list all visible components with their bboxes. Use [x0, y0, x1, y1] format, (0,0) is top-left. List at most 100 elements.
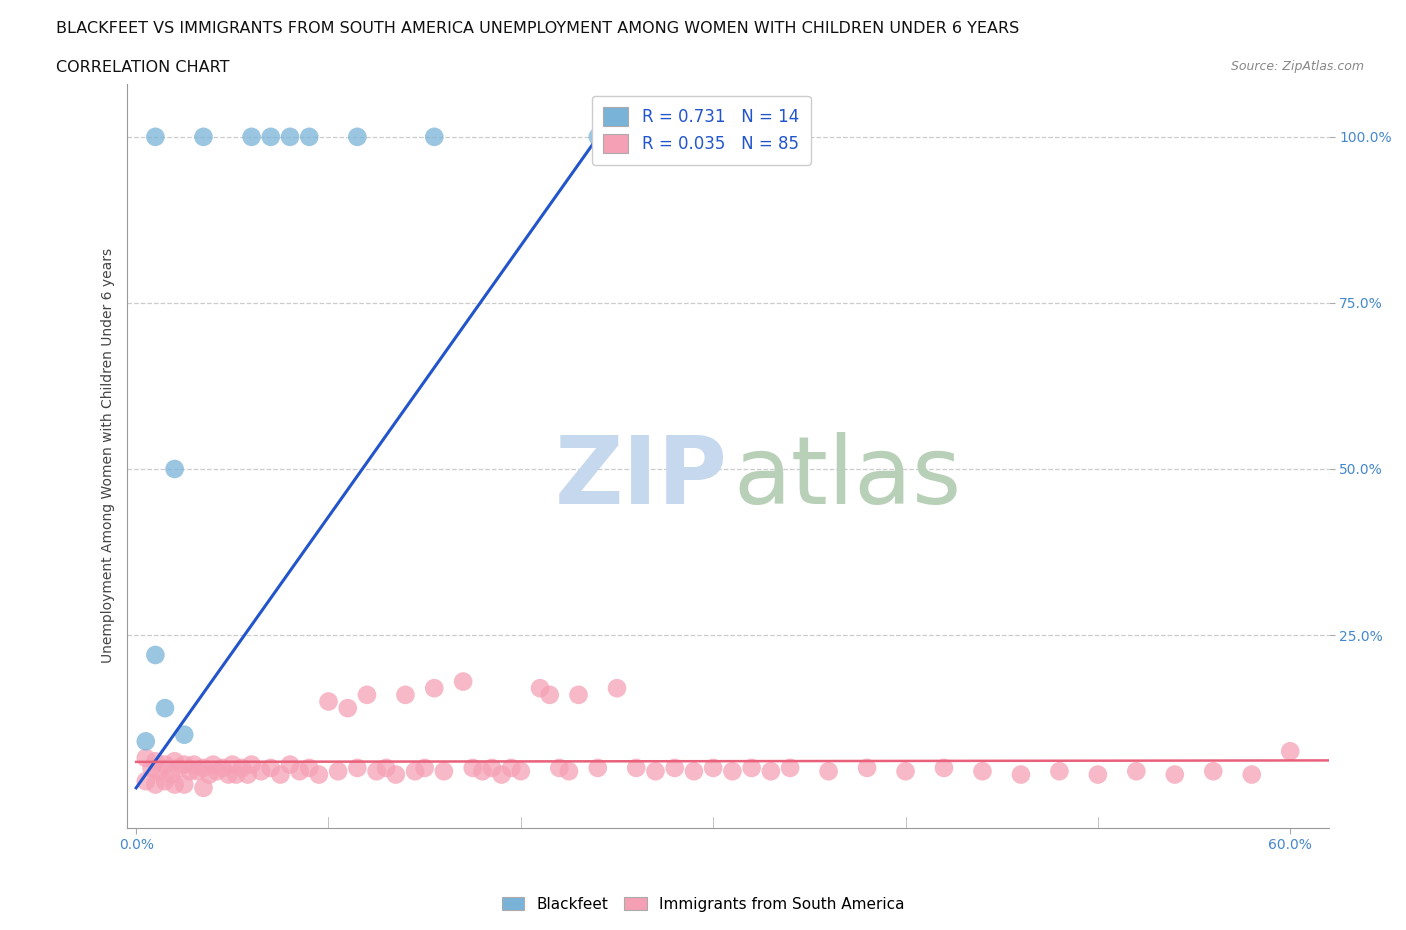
- Point: [1164, 767, 1187, 782]
- Point: [250, 764, 273, 778]
- Point: [606, 681, 628, 696]
- Point: [298, 761, 321, 776]
- Point: [529, 681, 551, 696]
- Point: [461, 761, 484, 776]
- Point: [145, 754, 167, 769]
- Point: [148, 764, 170, 778]
- Point: [385, 767, 408, 782]
- Point: [1047, 764, 1070, 778]
- Point: [501, 761, 523, 776]
- Point: [260, 129, 283, 144]
- Point: [221, 757, 243, 772]
- Point: [205, 764, 228, 778]
- Point: [318, 694, 340, 709]
- Point: [586, 761, 609, 776]
- Point: [153, 700, 176, 715]
- Point: [163, 754, 186, 769]
- Point: [423, 129, 446, 144]
- Point: [817, 764, 839, 778]
- Point: [193, 761, 215, 776]
- Point: [567, 687, 589, 702]
- Point: [375, 761, 398, 776]
- Point: [240, 129, 263, 144]
- Y-axis label: Unemployment Among Women with Children Under 6 years: Unemployment Among Women with Children U…: [101, 248, 115, 663]
- Point: [741, 761, 763, 776]
- Point: [211, 761, 233, 776]
- Point: [548, 761, 571, 776]
- Point: [626, 761, 648, 776]
- Point: [509, 764, 531, 778]
- Point: [471, 764, 494, 778]
- Point: [326, 764, 349, 778]
- Point: [135, 734, 157, 749]
- Point: [894, 764, 917, 778]
- Point: [167, 761, 190, 776]
- Point: [683, 764, 706, 778]
- Point: [288, 764, 311, 778]
- Point: [394, 687, 416, 702]
- Point: [141, 761, 163, 776]
- Point: [145, 129, 167, 144]
- Point: [481, 761, 503, 776]
- Point: [135, 774, 157, 789]
- Point: [193, 129, 215, 144]
- Point: [423, 681, 446, 696]
- Point: [225, 767, 247, 782]
- Point: [153, 774, 176, 789]
- Point: [451, 674, 474, 689]
- Point: [346, 761, 368, 776]
- Point: [759, 764, 782, 778]
- Point: [856, 761, 879, 776]
- Point: [413, 761, 436, 776]
- Point: [236, 767, 259, 782]
- Point: [308, 767, 330, 782]
- Point: [702, 761, 724, 776]
- Legend: Blackfeet, Immigrants from South America: Blackfeet, Immigrants from South America: [495, 890, 911, 918]
- Text: atlas: atlas: [734, 432, 962, 524]
- Point: [404, 764, 426, 778]
- Legend: R = 0.731   N = 14, R = 0.035   N = 85: R = 0.731 N = 14, R = 0.035 N = 85: [592, 96, 811, 165]
- Point: [558, 764, 581, 778]
- Point: [1240, 767, 1263, 782]
- Point: [269, 767, 291, 782]
- Point: [218, 767, 240, 782]
- Point: [179, 764, 201, 778]
- Point: [187, 764, 209, 778]
- Point: [1202, 764, 1225, 778]
- Point: [198, 767, 221, 782]
- Point: [153, 757, 176, 772]
- Point: [1125, 764, 1147, 778]
- Point: [356, 687, 378, 702]
- Point: [145, 647, 167, 662]
- Point: [972, 764, 994, 778]
- Point: [664, 761, 686, 776]
- Point: [644, 764, 666, 778]
- Point: [1279, 744, 1302, 759]
- Point: [1087, 767, 1109, 782]
- Text: Source: ZipAtlas.com: Source: ZipAtlas.com: [1230, 60, 1364, 73]
- Point: [163, 461, 186, 476]
- Point: [366, 764, 388, 778]
- Point: [202, 757, 225, 772]
- Point: [779, 761, 801, 776]
- Point: [193, 780, 215, 795]
- Point: [586, 129, 609, 144]
- Point: [1010, 767, 1032, 782]
- Point: [159, 767, 181, 782]
- Point: [278, 757, 301, 772]
- Point: [231, 761, 253, 776]
- Point: [240, 757, 263, 772]
- Point: [298, 129, 321, 144]
- Point: [491, 767, 513, 782]
- Point: [173, 727, 195, 742]
- Point: [173, 777, 195, 792]
- Point: [721, 764, 744, 778]
- Text: BLACKFEET VS IMMIGRANTS FROM SOUTH AMERICA UNEMPLOYMENT AMONG WOMEN WITH CHILDRE: BLACKFEET VS IMMIGRANTS FROM SOUTH AMERI…: [56, 21, 1019, 36]
- Point: [183, 757, 205, 772]
- Point: [278, 129, 301, 144]
- Point: [173, 757, 195, 772]
- Text: CORRELATION CHART: CORRELATION CHART: [56, 60, 229, 75]
- Point: [433, 764, 456, 778]
- Point: [163, 777, 186, 792]
- Point: [145, 777, 167, 792]
